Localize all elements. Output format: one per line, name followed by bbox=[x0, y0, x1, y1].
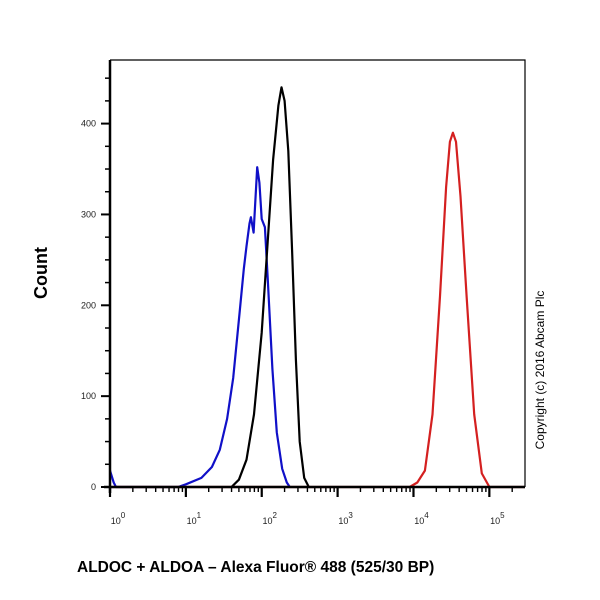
y-axis-label: Count bbox=[31, 247, 51, 299]
y-tick-label: 400 bbox=[81, 119, 96, 129]
x-tick-label: 101 bbox=[187, 511, 202, 526]
y-tick-label: 300 bbox=[81, 209, 96, 219]
plot-frame bbox=[110, 59, 526, 487]
x-tick-label: 102 bbox=[263, 511, 278, 526]
series-layer bbox=[108, 86, 525, 489]
x-tick-label: 105 bbox=[490, 511, 505, 526]
x-tick-label: 100 bbox=[111, 511, 126, 526]
y-tick-label: 200 bbox=[81, 300, 96, 310]
axes-layer: 0 100 200 300 400 100 101 102 103 104 105 bbox=[81, 59, 526, 526]
copyright-annotation: Copyright (c) 2016 Abcam Plc bbox=[533, 291, 547, 450]
series-line-2 bbox=[110, 131, 525, 489]
y-tick-label: 100 bbox=[81, 391, 96, 401]
series-line-0 bbox=[108, 166, 291, 489]
x-tick-label: 103 bbox=[338, 511, 353, 526]
x-axis-label: ALDOC + ALDOA – Alexa Fluor® 488 (525/30… bbox=[77, 559, 434, 576]
x-tick-label: 104 bbox=[414, 511, 429, 526]
y-tick-label: 0 bbox=[91, 482, 96, 492]
series-line-1 bbox=[230, 86, 310, 488]
